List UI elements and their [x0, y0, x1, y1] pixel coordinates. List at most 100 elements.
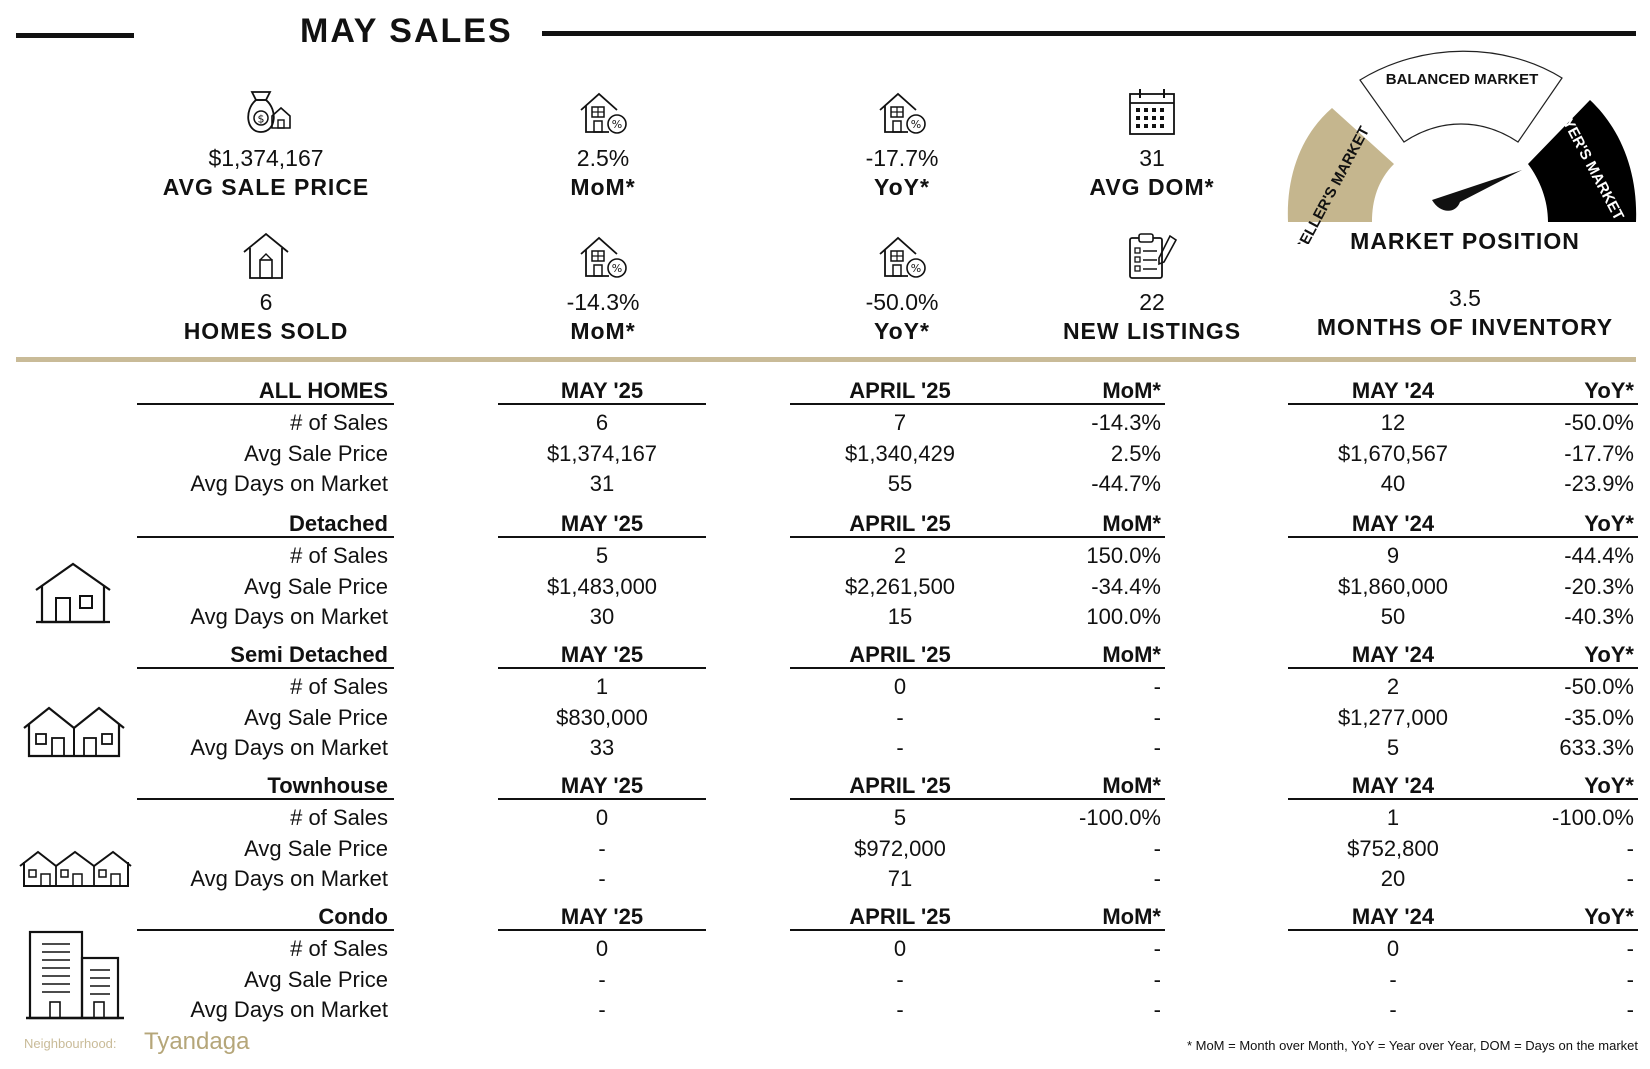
row-label: Avg Sale Price	[244, 573, 388, 599]
table-cell: -100.0%	[1079, 805, 1161, 830]
table-cell: 2.5%	[1110, 440, 1161, 466]
condo-building-icon	[26, 930, 124, 1020]
table-section: Condo MAY '25 APRIL '25 MoM* MAY '24 YoY* # of…	[0, 904, 1650, 1036]
column-yoy: -50.0% -17.7% -23.9%	[1498, 408, 1634, 500]
table-cell: 5	[595, 543, 609, 568]
column-header-mom: MoM*	[1010, 642, 1165, 669]
stat-value: -14.3%	[566, 289, 640, 315]
column-may25: 1 $830,000 33	[498, 672, 706, 764]
table-cell: -	[1153, 997, 1161, 1022]
column-mom: - - -	[1010, 672, 1161, 764]
table-cell: -	[1153, 866, 1161, 891]
row-label: Avg Days on Market	[190, 604, 388, 629]
stat-avg-sale-price: $ $1,374,167 AVG SALE PRICE	[136, 86, 396, 202]
table-cell: -50.0%	[1564, 410, 1634, 435]
clipboard-pencil-icon	[1129, 233, 1178, 279]
row-label: Avg Sale Price	[244, 835, 388, 861]
row-label: Avg Days on Market	[190, 866, 388, 891]
table-cell: -	[896, 704, 904, 730]
market-position-label: MARKET POSITION	[1350, 228, 1580, 254]
table-cell: 40	[1380, 471, 1406, 496]
table-cell: 33	[589, 735, 615, 760]
column-rows: # of Sales Avg Sale Price Avg Days on Mark…	[137, 934, 388, 1026]
column-may24: 1 $752,800 20	[1288, 803, 1498, 895]
column-header-apr25: APRIL '25	[790, 773, 1010, 800]
table-cell: -	[1389, 966, 1397, 992]
stat-value: 6	[259, 289, 273, 315]
column-header-yoy: YoY*	[1498, 642, 1638, 669]
money-bag-house-icon: $	[247, 91, 291, 133]
neighbourhood-label: Neighbourhood:	[24, 1036, 117, 1051]
table-section: Detached MAY '25 APRIL '25 MoM* MAY '24 YoY* #…	[0, 511, 1650, 643]
row-label: Avg Days on Market	[190, 997, 388, 1022]
table-cell: -	[1626, 835, 1634, 861]
house-percent-icon: %	[879, 92, 926, 134]
table-cell: -	[1153, 835, 1161, 861]
svg-text:$: $	[258, 113, 265, 126]
column-yoy: -44.4% -20.3% -40.3%	[1498, 541, 1634, 633]
svg-text:%: %	[911, 118, 921, 131]
table-section: Townhouse MAY '25 APRIL '25 MoM* MAY '24 YoY*…	[0, 773, 1650, 905]
column-header-yoy: YoY*	[1498, 773, 1638, 800]
table-cell: -	[598, 997, 606, 1022]
gauge-needle	[1432, 170, 1522, 211]
table-cell: $2,261,500	[844, 573, 956, 599]
table-cell: 5	[1386, 735, 1400, 760]
column-rows: # of Sales Avg Sale Price Avg Days on Mark…	[137, 408, 388, 500]
section-title: Detached	[137, 511, 394, 538]
house-icon	[243, 232, 289, 279]
stat-homes-sold: 6 HOMES SOLD	[136, 230, 396, 346]
table-cell: -	[896, 735, 904, 760]
table-cell: -	[1153, 674, 1161, 699]
stat-yoy-price: % -17.7% YoY*	[772, 86, 1032, 202]
table-cell: -	[896, 997, 904, 1022]
section-title: Condo	[137, 904, 394, 931]
column-apr25: 7 $1,340,429 55	[790, 408, 1010, 500]
table-cell: -	[1153, 735, 1161, 760]
page-title: MAY SALES	[300, 12, 513, 50]
stat-label: YoY*	[874, 318, 930, 344]
row-label: Avg Sale Price	[244, 704, 388, 730]
column-mom: - - -	[1010, 934, 1161, 1026]
stat-value: 2.5%	[576, 145, 630, 171]
table-cell: -100.0%	[1552, 805, 1634, 830]
row-label: # of Sales	[290, 805, 388, 830]
table-cell: 31	[589, 471, 615, 496]
table-cell: -	[598, 966, 606, 992]
table-cell: $1,860,000	[1337, 573, 1449, 599]
table-cell: 7	[893, 410, 907, 435]
row-label: Avg Days on Market	[190, 735, 388, 760]
table-cell: -44.7%	[1091, 471, 1161, 496]
house-percent-icon: %	[580, 92, 627, 134]
table-cell: $1,277,000	[1337, 704, 1449, 730]
title-rule-right	[542, 31, 1636, 36]
stat-label: MoM*	[570, 318, 636, 344]
table-cell: -	[1626, 997, 1634, 1022]
table-cell: -35.0%	[1564, 704, 1634, 730]
section-title: Semi Detached	[137, 642, 394, 669]
table-section: ALL HOMES MAY '25 APRIL '25 MoM* MAY '24 YoY*…	[0, 378, 1650, 510]
table-cell: 6	[595, 410, 609, 435]
semi-detached-house-icon	[23, 706, 125, 758]
table-section: Semi Detached MAY '25 APRIL '25 MoM* MAY '24…	[0, 642, 1650, 774]
row-label: Avg Sale Price	[244, 966, 388, 992]
table-cell: -	[1153, 704, 1161, 730]
table-cell: -	[598, 866, 606, 891]
market-position-gauge: SELLER'S MARKET BALANCED MARKET BUYER'S …	[1287, 50, 1637, 244]
column-header-may24: MAY '24	[1288, 773, 1498, 800]
column-apr25: 2 $2,261,500 15	[790, 541, 1010, 633]
table-cell: -23.9%	[1564, 471, 1634, 496]
table-cell: 5	[893, 805, 907, 830]
table-cell: 100.0%	[1086, 604, 1161, 629]
stat-label: HOMES SOLD	[183, 318, 349, 344]
table-cell: -	[1626, 966, 1634, 992]
footnote: * MoM = Month over Month, YoY = Year ove…	[1186, 1038, 1638, 1053]
column-mom: 150.0% -34.4% 100.0%	[1010, 541, 1161, 633]
neighbourhood-name: Tyandaga	[144, 1028, 250, 1055]
svg-text:%: %	[911, 262, 921, 275]
stat-value: $1,374,167	[208, 145, 324, 171]
column-mom: -100.0% - -	[1010, 803, 1161, 895]
column-header-mom: MoM*	[1010, 904, 1165, 931]
house-percent-icon: %	[879, 236, 926, 278]
column-may25: 6 $1,374,167 31	[498, 408, 706, 500]
